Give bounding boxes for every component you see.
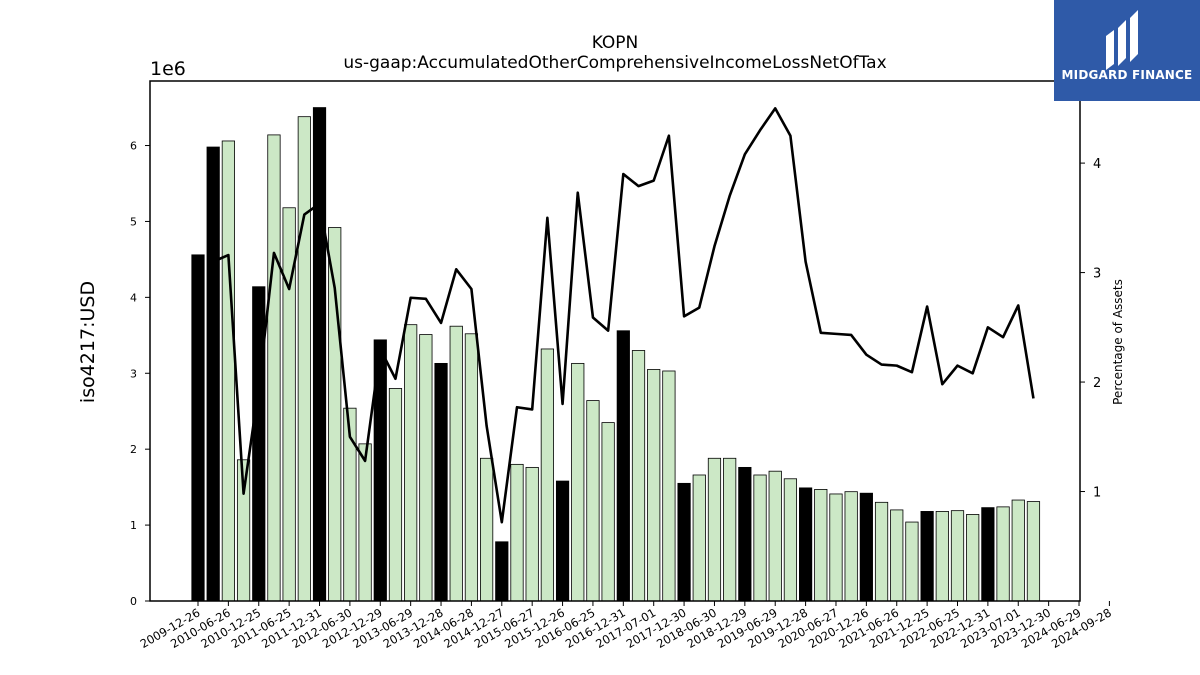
bar (799, 487, 813, 602)
bar (677, 482, 691, 602)
bar (981, 507, 995, 602)
bar (510, 463, 524, 602)
bar (555, 480, 570, 602)
bar (404, 324, 418, 602)
bar (206, 146, 220, 602)
bar (586, 400, 600, 602)
bar (388, 388, 403, 602)
bar (859, 492, 873, 602)
bar (647, 369, 661, 602)
bar (844, 491, 858, 602)
y2-tick-label: 4 (1093, 157, 1101, 172)
y-tick-label: 0 (130, 595, 137, 608)
bar (495, 541, 509, 602)
y2-axis-label: Percentage of Assets (1111, 279, 1125, 405)
chart-subtitle: us-gaap:AccumulatedOtherComprehensiveInc… (343, 53, 886, 73)
bar (449, 325, 463, 602)
logo-text: MIDGARD FINANCE (1061, 68, 1193, 82)
chart-title: KOPN (592, 33, 639, 53)
bar (723, 457, 737, 602)
bar (1026, 501, 1041, 602)
bar (783, 478, 798, 602)
bar (814, 489, 828, 602)
bar (252, 286, 266, 602)
bar (358, 443, 372, 602)
bar (905, 521, 919, 602)
bar-series (191, 107, 1041, 602)
bar (297, 116, 311, 602)
bar (950, 510, 965, 602)
y-axis-label: iso4217:USD (77, 281, 99, 403)
y-tick-label: 1 (130, 519, 137, 532)
bar (874, 501, 889, 602)
bar (312, 107, 327, 602)
bar (191, 254, 205, 602)
bar (434, 362, 448, 602)
bar (221, 140, 235, 602)
y-offset-text: 1e6 (150, 58, 186, 80)
brand-logo: MIDGARD FINANCE (1054, 0, 1200, 101)
bar (631, 350, 646, 602)
bar (753, 474, 767, 602)
logo-mark-icon (1106, 10, 1138, 70)
y-tick-label: 2 (130, 443, 137, 456)
bar (738, 466, 752, 602)
y-tick-label: 6 (130, 140, 137, 153)
y2-tick-label: 2 (1093, 376, 1101, 391)
bar (601, 422, 615, 602)
y2-tick-label: 3 (1093, 267, 1101, 282)
bar (419, 334, 433, 602)
bar (966, 514, 980, 602)
y2-tick-label: 1 (1093, 486, 1101, 501)
bar (480, 457, 494, 602)
bar (935, 511, 949, 602)
bar (662, 370, 676, 602)
bar (768, 470, 782, 602)
bar (920, 511, 934, 602)
y-tick-label: 4 (130, 291, 137, 304)
bar (540, 348, 554, 602)
bar (829, 493, 843, 602)
plot-frame (149, 80, 1081, 602)
bar (890, 509, 904, 602)
bar (525, 466, 539, 602)
line-series (212, 107, 1035, 524)
y-tick-label: 5 (130, 215, 137, 228)
bar (996, 506, 1010, 602)
bar (707, 457, 722, 602)
bar (571, 362, 585, 602)
bar (464, 333, 479, 602)
bar (616, 330, 630, 602)
bar (1011, 499, 1025, 602)
percentage-line (212, 107, 1035, 524)
bar (267, 134, 281, 602)
bar (692, 474, 706, 602)
y-tick-label: 3 (130, 367, 137, 380)
